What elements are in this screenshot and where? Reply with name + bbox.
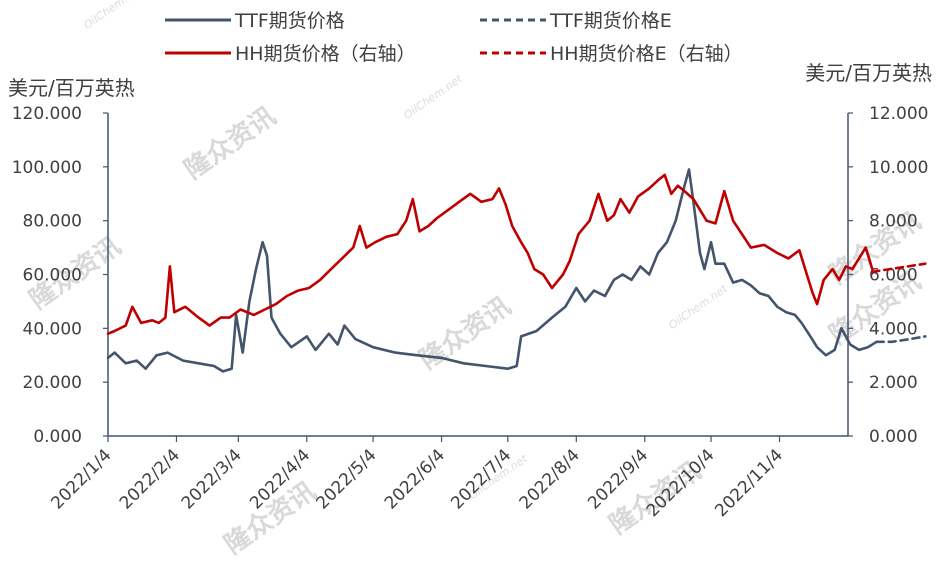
left-tick-label: 40.000 xyxy=(23,319,82,339)
legend-label: HH期货价格（右轴） xyxy=(235,43,416,65)
right-tick-label: 6.000 xyxy=(869,266,918,286)
watermark-brand: 隆众资讯 xyxy=(179,101,281,185)
watermark-site: OilChem.net xyxy=(401,72,465,122)
axis-layer: 0.000 20.000 40.000 60.000 80.000 100.000 120.… xyxy=(8,61,932,521)
right-tick-label: 12.000 xyxy=(869,104,928,124)
series-line-hh-estimate xyxy=(871,262,927,274)
series-layer xyxy=(106,168,927,373)
left-tick-label: 0.000 xyxy=(33,427,82,447)
series-line-hh xyxy=(106,173,874,335)
watermark-site: OilChem.net xyxy=(666,282,730,332)
x-tick-label: 2022/8/4 xyxy=(516,445,584,513)
legend: TTF期货价格 TTF期货价格E HH期货价格（右轴） HH期货价格E（右轴） xyxy=(165,10,743,65)
x-tick-label: 2022/1/4 xyxy=(47,445,115,513)
y-right-axis-title: 美元/百万英热 xyxy=(805,61,932,85)
x-tick-label: 2022/5/4 xyxy=(312,445,380,513)
right-tick-label: 4.000 xyxy=(869,319,918,339)
left-tick-label: 60.000 xyxy=(23,266,82,286)
watermark-site: OilChem.net xyxy=(81,0,145,32)
right-tick-label: 0.000 xyxy=(869,427,918,447)
left-tick-label: 20.000 xyxy=(23,373,82,393)
legend-label: TTF期货价格E xyxy=(549,10,672,32)
right-tick-label: 2.000 xyxy=(869,373,918,393)
legend-label: HH期货价格E（右轴） xyxy=(550,43,743,65)
left-tick-label: 120.000 xyxy=(12,104,82,124)
left-tick-label: 100.000 xyxy=(12,158,82,178)
y-left-axis-title: 美元/百万英热 xyxy=(8,76,135,100)
right-tick-label: 10.000 xyxy=(869,158,928,178)
x-tick-label: 2022/11/4 xyxy=(711,445,787,521)
x-tick-label: 2022/2/4 xyxy=(116,445,184,513)
x-tick-label: 2022/3/4 xyxy=(178,445,246,513)
series-line-ttf xyxy=(106,168,878,373)
left-tick-label: 80.000 xyxy=(23,212,82,232)
right-tick-label: 8.000 xyxy=(869,212,918,232)
series-line-ttf-estimate xyxy=(875,335,927,344)
x-tick-label: 2022/6/4 xyxy=(381,445,449,513)
legend-label: TTF期货价格 xyxy=(234,10,345,32)
